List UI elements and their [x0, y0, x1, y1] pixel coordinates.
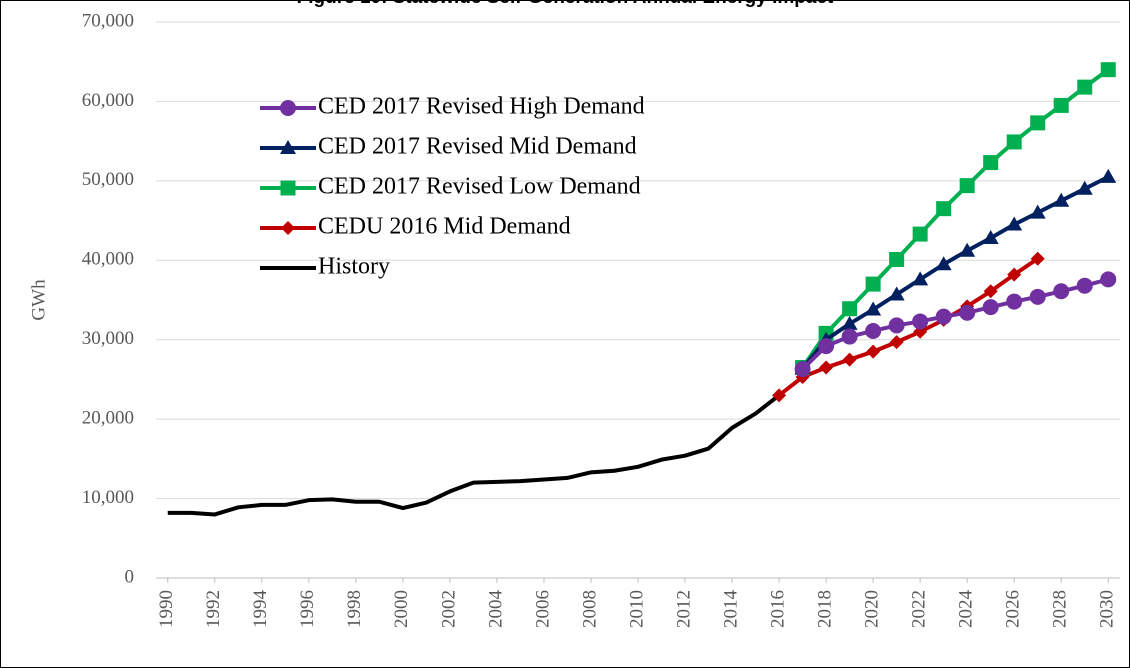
x-tick-label: 2022 — [909, 590, 930, 628]
marker — [865, 276, 881, 292]
y-tick-label: 60,000 — [82, 90, 134, 111]
legend-label: CEDU 2016 Mid Demand — [318, 214, 571, 240]
y-tick-label: 20,000 — [82, 408, 134, 429]
marker — [889, 335, 904, 350]
marker — [1076, 180, 1093, 195]
marker — [865, 301, 882, 316]
y-tick-label: 0 — [125, 566, 135, 587]
x-tick-label: 1998 — [344, 590, 365, 628]
marker — [935, 256, 952, 271]
marker — [936, 201, 952, 217]
legend-label: CED 2017 Revised Low Demand — [318, 174, 641, 200]
marker — [865, 322, 882, 339]
series-line — [167, 393, 781, 517]
x-tick-label: 2000 — [391, 590, 412, 628]
x-tick-label: 2010 — [626, 590, 647, 628]
marker — [772, 388, 787, 403]
marker — [1077, 79, 1093, 95]
chart-title: Figure 10: Statewide Self-Generation Ann… — [297, 0, 834, 8]
marker — [889, 251, 905, 267]
marker — [959, 178, 975, 194]
marker — [841, 328, 858, 345]
x-tick-label: 1992 — [203, 590, 224, 628]
marker — [983, 284, 998, 299]
x-tick-label: 2020 — [861, 590, 882, 628]
marker — [959, 242, 976, 257]
marker — [1030, 115, 1046, 131]
y-tick-label: 70,000 — [82, 10, 134, 31]
legend-label: CED 2017 Revised High Demand — [318, 94, 645, 120]
marker — [842, 301, 858, 317]
marker — [1007, 267, 1022, 282]
x-tick-label: 2016 — [767, 590, 788, 628]
marker — [1053, 283, 1070, 300]
x-tick-label: 2028 — [1050, 590, 1071, 628]
marker — [818, 338, 835, 355]
marker — [1029, 288, 1046, 305]
marker — [280, 180, 296, 196]
marker — [1053, 97, 1069, 113]
marker — [959, 304, 976, 321]
marker — [1100, 168, 1117, 183]
marker — [841, 315, 858, 330]
marker — [1029, 204, 1046, 219]
marker — [1076, 277, 1093, 294]
marker — [983, 155, 999, 171]
x-tick-label: 2030 — [1097, 590, 1118, 628]
marker — [982, 299, 999, 316]
marker — [280, 100, 296, 116]
marker — [1006, 134, 1022, 150]
marker — [1006, 293, 1023, 310]
y-tick-label: 10,000 — [82, 487, 134, 508]
x-tick-label: 2008 — [579, 590, 600, 628]
marker — [842, 352, 857, 367]
x-tick-label: 2014 — [720, 590, 741, 629]
x-tick-label: 2012 — [673, 590, 694, 628]
legend-label: CED 2017 Revised Mid Demand — [318, 134, 637, 160]
y-tick-label: 50,000 — [82, 169, 134, 190]
y-tick-label: 40,000 — [82, 249, 134, 270]
marker — [935, 308, 952, 325]
x-tick-label: 2026 — [1003, 590, 1024, 628]
marker — [888, 317, 905, 334]
marker — [1100, 271, 1117, 288]
legend-label: History — [318, 254, 390, 280]
marker — [280, 140, 296, 154]
marker — [1053, 192, 1070, 207]
marker — [1100, 62, 1116, 78]
marker — [912, 313, 929, 330]
y-tick-label: 30,000 — [82, 328, 134, 349]
marker — [912, 226, 928, 242]
x-tick-label: 2018 — [814, 590, 835, 628]
marker — [281, 221, 295, 235]
x-tick-label: 2004 — [485, 590, 506, 629]
marker — [982, 230, 999, 245]
x-tick-label: 1990 — [156, 590, 177, 628]
marker — [794, 361, 811, 378]
marker — [866, 344, 881, 359]
x-tick-label: 1994 — [250, 590, 271, 629]
marker — [1030, 251, 1045, 266]
marker — [888, 286, 905, 301]
marker — [912, 271, 929, 286]
x-tick-label: 1996 — [297, 590, 318, 628]
x-tick-label: 2024 — [956, 590, 977, 629]
x-tick-label: 2002 — [438, 590, 459, 628]
marker — [1006, 216, 1023, 231]
y-axis-label: GWh — [28, 279, 49, 321]
x-tick-label: 2006 — [532, 590, 553, 628]
marker — [819, 360, 834, 375]
